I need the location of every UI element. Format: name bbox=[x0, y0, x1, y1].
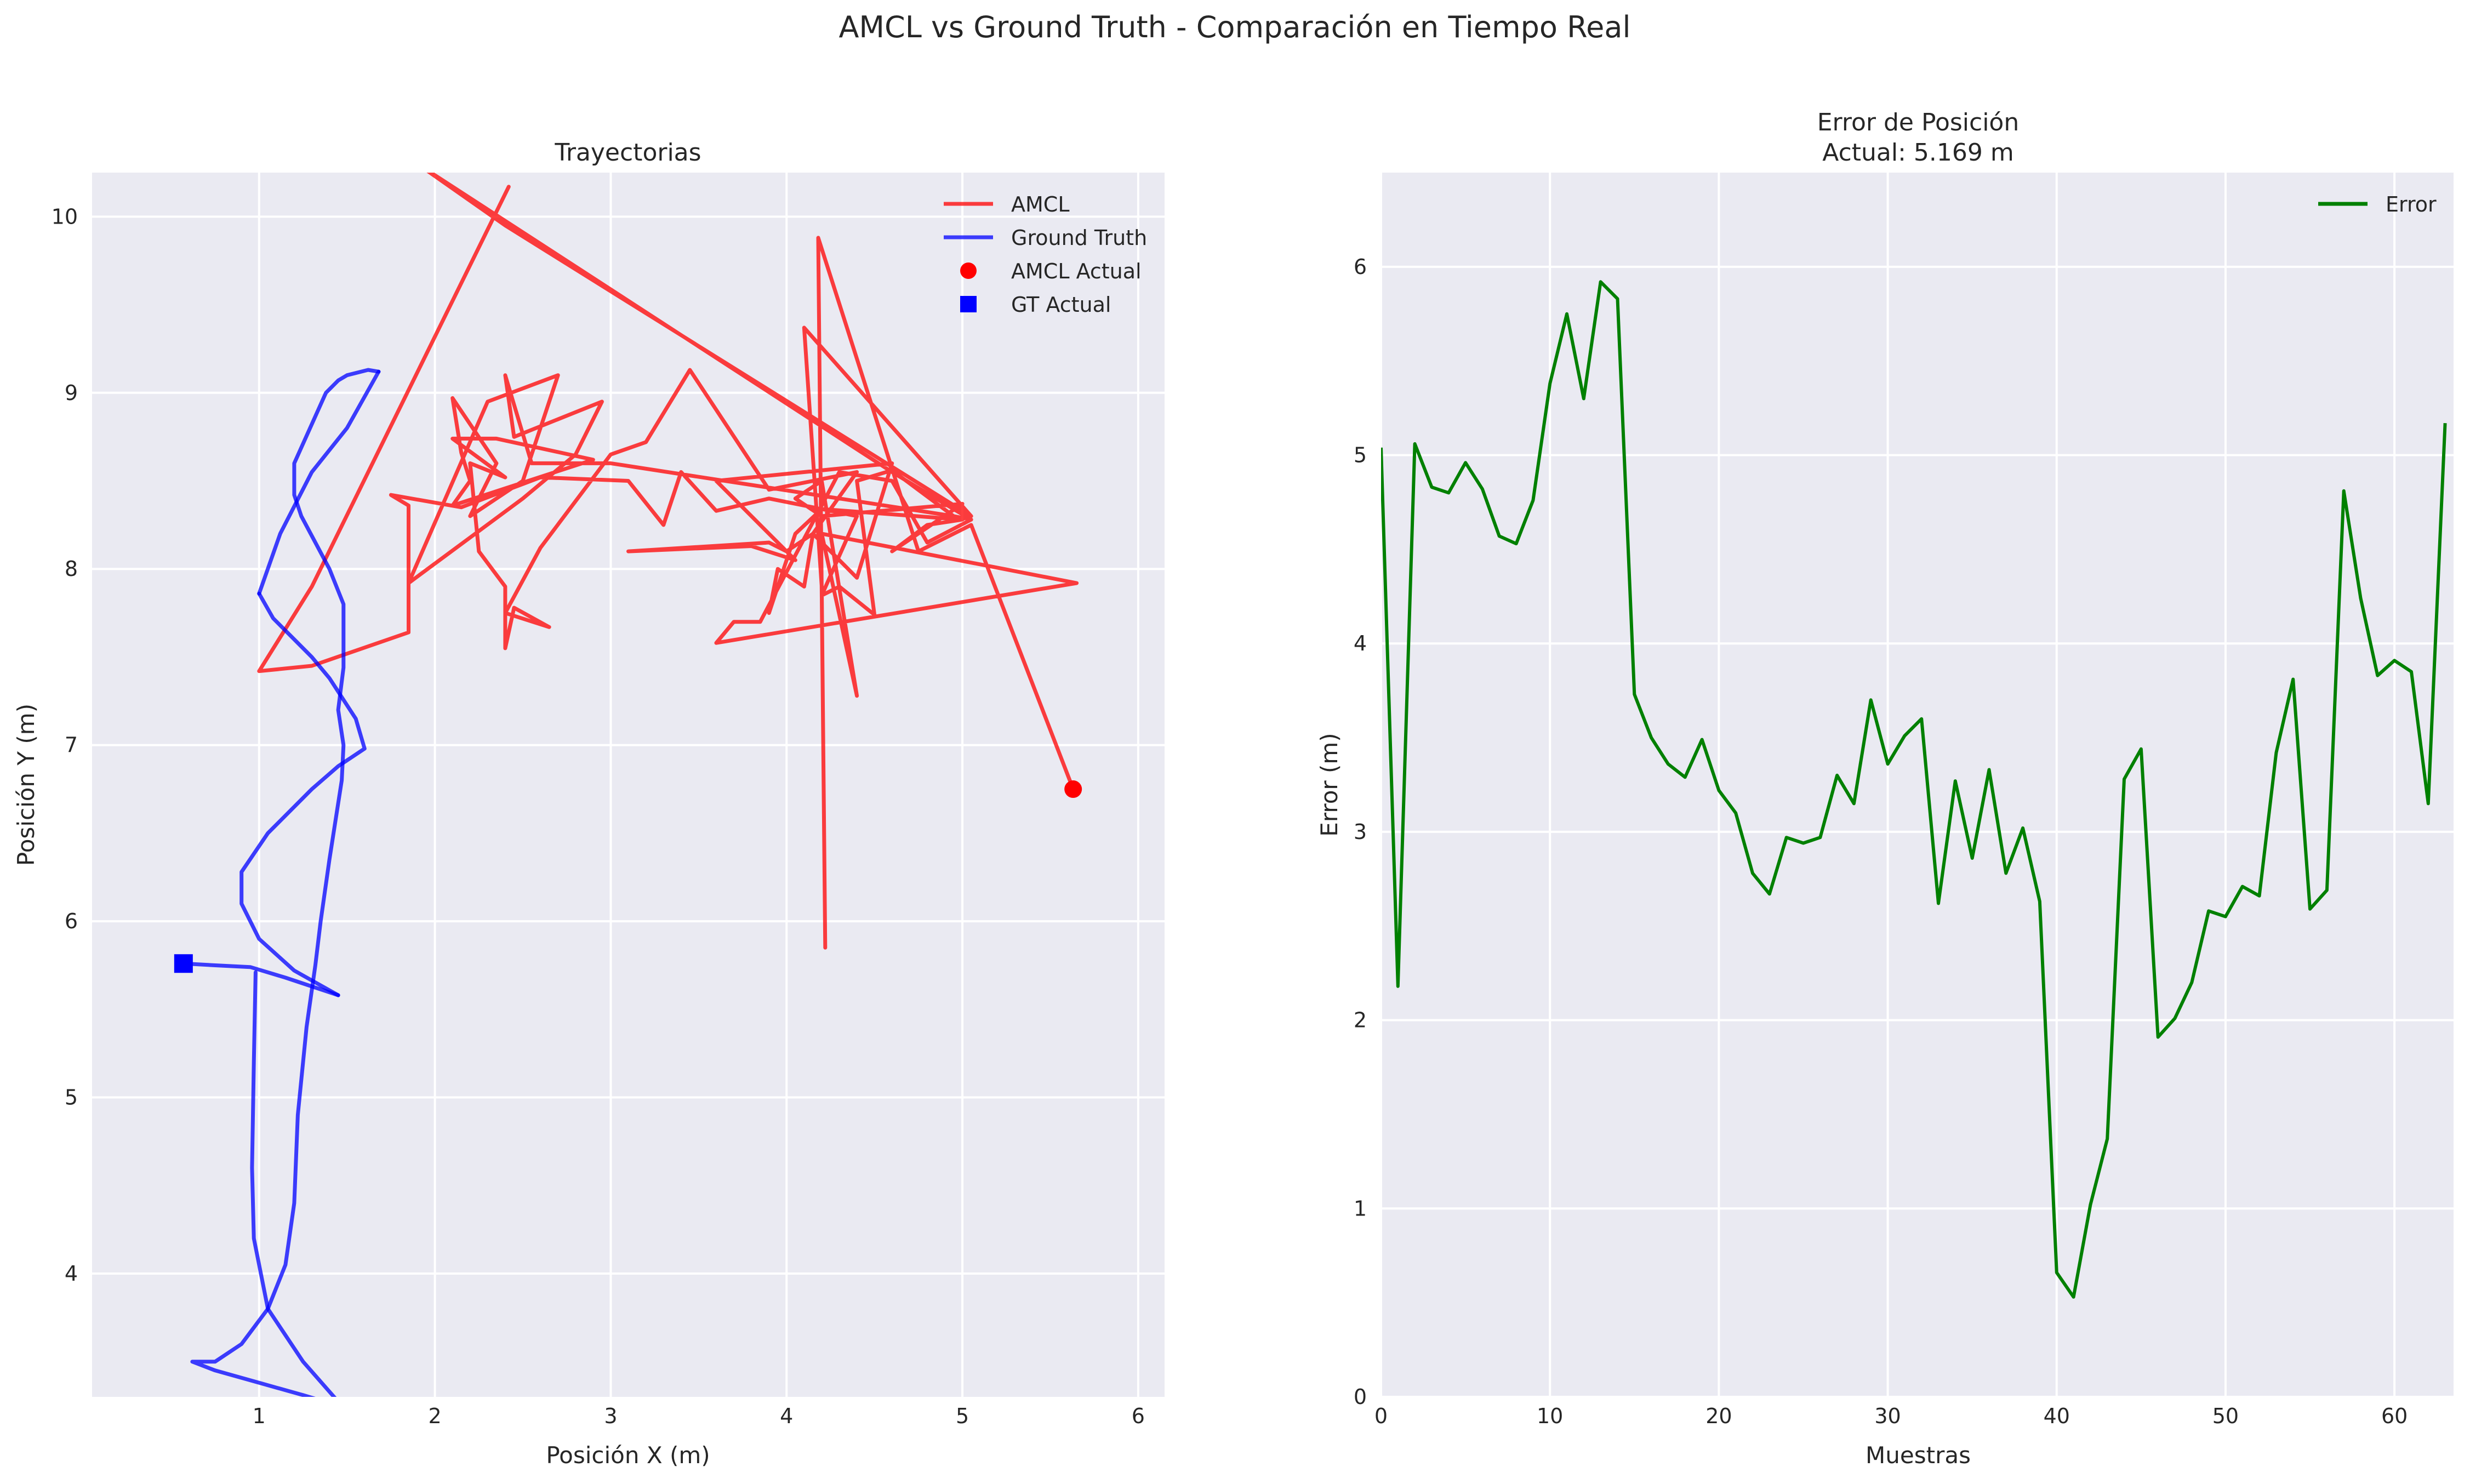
legend-gt-actual-marker bbox=[960, 296, 977, 312]
trajectory-series-amcl-line bbox=[257, 173, 1079, 950]
error-ytick-label: 6 bbox=[1354, 255, 1367, 279]
trajectory-xlabel: Posición X (m) bbox=[546, 1442, 710, 1469]
legend-amcl-actual-marker bbox=[960, 262, 977, 279]
legend-gt-actual-label: GT Actual bbox=[1011, 293, 1111, 317]
error-xlabel: Muestras bbox=[1866, 1442, 1971, 1469]
trajectory-series-ground-truth-line bbox=[190, 368, 381, 1397]
error-xtick-label: 0 bbox=[1374, 1404, 1388, 1428]
legend-ground-truth-label: Ground Truth bbox=[1011, 226, 1147, 250]
error-ytick-label: 5 bbox=[1354, 443, 1367, 467]
error-xtick-label: 30 bbox=[1874, 1404, 1901, 1428]
error-ylabel: Error (m) bbox=[1316, 733, 1343, 836]
trajectory-ytick-label: 7 bbox=[65, 733, 78, 757]
error-ytick-label: 2 bbox=[1354, 1008, 1367, 1032]
error-xtick-label: 50 bbox=[2212, 1404, 2239, 1428]
error-xtick-label: 20 bbox=[1705, 1404, 1732, 1428]
trajectory-xtick-label: 1 bbox=[253, 1404, 266, 1428]
trajectory-xtick-label: 5 bbox=[956, 1404, 969, 1428]
trajectory-panel: Trayectorias 1 2 3 4 5 6 4 5 6 7 8 9 10 Posición X (… bbox=[13, 139, 1165, 1469]
trajectory-xtick-label: 6 bbox=[1132, 1404, 1145, 1428]
error-subtitle: Actual: 5.169 m bbox=[1822, 139, 2013, 167]
trajectory-ytick-label: 8 bbox=[65, 557, 78, 581]
trajectory-series-gt-actual-marker bbox=[174, 954, 193, 973]
error-series bbox=[1381, 280, 2447, 1299]
trajectory-series-ground-truth-line bbox=[250, 970, 337, 1397]
figure-suptitle: AMCL vs Ground Truth - Comparación en Ti… bbox=[838, 10, 1630, 44]
trajectory-series bbox=[174, 173, 1082, 1397]
trajectory-series-ground-truth-line bbox=[239, 591, 367, 997]
trajectory-title: Trayectorias bbox=[554, 139, 701, 167]
trajectory-ytick-label: 9 bbox=[65, 381, 78, 405]
trajectory-series-amcl-actual-marker bbox=[1064, 780, 1082, 798]
error-ytick-label: 3 bbox=[1354, 820, 1367, 844]
error-plot-area bbox=[1381, 173, 2454, 1397]
trajectory-xtick-label: 2 bbox=[429, 1404, 442, 1428]
trajectory-ylabel: Posición Y (m) bbox=[13, 704, 39, 866]
error-ticks: 0 10 20 30 40 50 60 0 1 2 3 4 5 6 bbox=[1354, 255, 2408, 1428]
trajectory-xtick-label: 4 bbox=[780, 1404, 793, 1428]
error-title: Error de Posición bbox=[1817, 109, 2019, 136]
error-xtick-label: 40 bbox=[2044, 1404, 2070, 1428]
error-ytick-label: 4 bbox=[1354, 631, 1367, 655]
trajectory-plot-area bbox=[92, 173, 1165, 1397]
trajectory-series-ground-truth-line bbox=[257, 369, 381, 596]
error-xtick-label: 60 bbox=[2381, 1404, 2408, 1428]
error-grid bbox=[1380, 173, 2454, 1398]
trajectory-xtick-label: 3 bbox=[604, 1404, 617, 1428]
trajectory-ticks: 1 2 3 4 5 6 4 5 6 7 8 9 10 bbox=[52, 204, 1145, 1428]
trajectory-ytick-label: 5 bbox=[65, 1086, 78, 1110]
trajectory-ytick-label: 6 bbox=[65, 909, 78, 933]
error-ytick-label: 1 bbox=[1354, 1196, 1367, 1220]
error-panel: Error de Posición Actual: 5.169 m 0 10 20 3… bbox=[1316, 109, 2454, 1469]
error-legend: Error bbox=[2318, 192, 2437, 216]
trajectory-grid bbox=[92, 173, 1165, 1397]
error-ytick-label: 0 bbox=[1354, 1385, 1367, 1409]
trajectory-ytick-label: 10 bbox=[52, 204, 78, 229]
error-xtick-label: 10 bbox=[1537, 1404, 1563, 1428]
legend-error-label: Error bbox=[2386, 192, 2437, 216]
error-series-error-line bbox=[1381, 280, 2447, 1299]
legend-amcl-label: AMCL bbox=[1011, 192, 1070, 216]
legend-amcl-actual-label: AMCL Actual bbox=[1011, 259, 1142, 283]
trajectory-legend: AMCL Ground Truth AMCL Actual GT Actual bbox=[944, 192, 1147, 317]
trajectory-series-ground-truth-line bbox=[181, 961, 340, 997]
trajectory-ytick-label: 4 bbox=[65, 1262, 78, 1286]
